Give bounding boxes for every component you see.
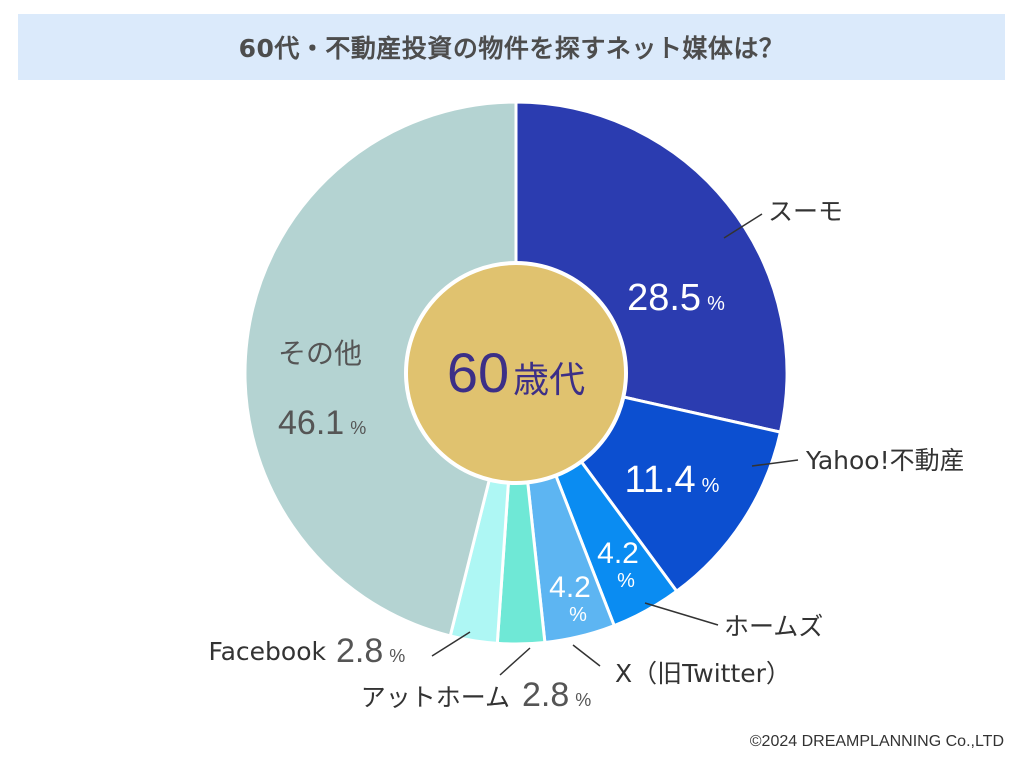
leader-line bbox=[644, 602, 719, 626]
value-label-homes: 4.2 bbox=[597, 537, 639, 570]
category-label-facebook: Facebook bbox=[209, 637, 327, 666]
data-label-percent: % bbox=[617, 570, 635, 592]
category-label-athome: アットホーム bbox=[361, 683, 510, 712]
leader-line bbox=[572, 644, 601, 667]
data-label-percent: % bbox=[575, 690, 591, 710]
leader-line bbox=[751, 459, 799, 467]
data-label-value: 2.8 bbox=[336, 632, 383, 670]
chart-title-bar: 60代・不動産投資の物件を探すネット媒体は？ bbox=[18, 14, 1005, 80]
center-circle bbox=[404, 261, 628, 485]
data-label-percent: % bbox=[707, 293, 725, 315]
data-label-value: 11.4 bbox=[625, 459, 696, 501]
copyright-text: ©2024 DREAMPLANNING Co.,LTD bbox=[749, 733, 1004, 750]
data-label-percent: % bbox=[569, 604, 587, 626]
center-label: 60 歳代 bbox=[447, 341, 585, 404]
data-label-value: 28.5 bbox=[627, 277, 701, 319]
category-label-other: その他 bbox=[278, 337, 362, 370]
pie-slice bbox=[243, 100, 518, 638]
value-label-athome: 2.8% bbox=[522, 676, 591, 714]
center-label-suffix: 歳代 bbox=[513, 360, 585, 401]
value-label-yahoo: 11.4% bbox=[625, 459, 720, 501]
data-label-percent: % bbox=[350, 418, 366, 438]
data-label-percent: % bbox=[702, 475, 720, 497]
center-label-number: 60 bbox=[447, 341, 509, 404]
data-label-value: 46.1 bbox=[278, 404, 344, 442]
category-label-x: X（旧Twitter） bbox=[615, 659, 791, 688]
value-label-suumo: 28.5% bbox=[627, 277, 725, 319]
value-label-other: 46.1% bbox=[278, 404, 366, 442]
category-label-yahoo: Yahoo!不動産 bbox=[805, 446, 965, 475]
value-label-facebook: 2.8% bbox=[336, 632, 405, 670]
category-label-suumo: スーモ bbox=[768, 197, 843, 226]
leader-line bbox=[723, 213, 763, 239]
leader-line bbox=[431, 631, 471, 657]
data-label-percent: % bbox=[389, 646, 405, 666]
value-label-x: 4.2 bbox=[549, 571, 591, 604]
category-label-homes: ホームズ bbox=[724, 612, 823, 641]
chart-title: 60代・不動産投資の物件を探すネット媒体は？ bbox=[238, 34, 785, 63]
leader-line bbox=[499, 647, 531, 676]
data-label-value: 2.8 bbox=[522, 676, 569, 714]
